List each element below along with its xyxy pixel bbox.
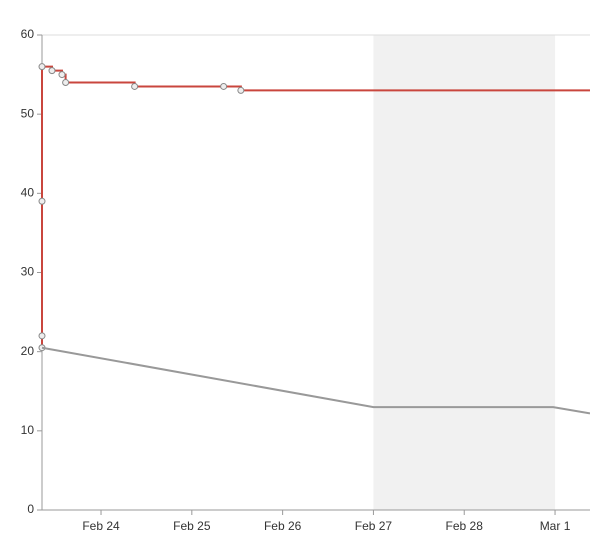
x-tick-label: Feb 27 — [355, 519, 393, 533]
point — [38, 63, 46, 71]
point — [237, 86, 245, 94]
x-tick-label: Mar 1 — [540, 519, 571, 533]
x-tick-label: Feb 25 — [173, 519, 211, 533]
y-tick-label: 10 — [21, 423, 35, 437]
x-tick-label: Feb 24 — [82, 519, 120, 533]
y-tick-label: 50 — [21, 106, 35, 120]
y-tick-label: 20 — [21, 344, 35, 358]
point — [62, 79, 70, 86]
y-tick-label: 60 — [21, 27, 35, 41]
weekend-shade — [373, 35, 556, 510]
point — [58, 71, 66, 79]
point — [38, 332, 46, 340]
series-line — [41, 346, 590, 415]
y-tick-label: 30 — [21, 265, 35, 279]
x-tick-label: Feb 28 — [446, 519, 484, 533]
point — [220, 82, 228, 90]
point — [131, 82, 139, 90]
point — [48, 67, 56, 75]
y-tick-label: 0 — [27, 502, 34, 516]
point — [38, 197, 46, 205]
y-tick-label: 40 — [21, 186, 35, 200]
x-tick-label: Feb 26 — [264, 519, 302, 533]
